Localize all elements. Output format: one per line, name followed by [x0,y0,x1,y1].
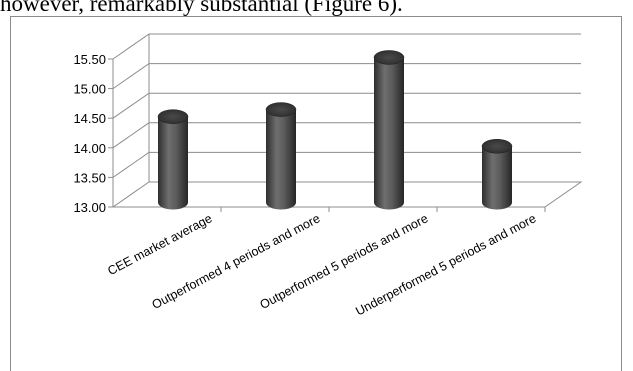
bar [373,50,405,210]
bar-body [374,57,404,210]
y-tick-label: 13.50 [73,170,106,185]
y-tick-label: 14.50 [73,111,106,126]
bar-top [373,50,405,65]
y-tick-label: 15.00 [73,82,106,97]
x-category-label: Outperformed 4 periods and more [150,211,323,312]
y-tick-label: 15.50 [73,52,106,67]
gridline [112,151,581,178]
chart-floor [111,181,583,208]
bar-body [266,109,296,210]
bar [265,102,297,210]
y-tick-label: 13.00 [73,200,106,215]
y-tick-label: 14.00 [73,141,106,156]
bar [157,109,189,210]
bar-top [157,109,189,124]
bar-body [158,116,188,210]
bar-body [482,146,512,210]
gridline [112,122,581,149]
gridline [112,63,581,90]
x-category-label: CEE market average [105,211,214,278]
x-category-label: Outperformed 5 periods and more [258,211,431,312]
x-category-label: Underperformed 5 periods and more [353,211,538,318]
bar-top [265,102,297,117]
bar-top [481,139,513,154]
chart-frame [10,16,622,371]
cropped-caption-text: however, remarkably substantial (Figure … [0,0,403,16]
gridline [112,33,581,60]
bar [481,139,513,210]
gridline [112,92,581,119]
